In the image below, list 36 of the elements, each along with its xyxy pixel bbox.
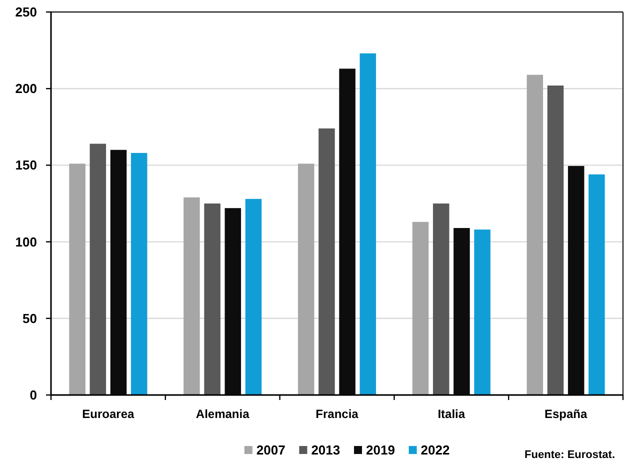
legend-label: 2022 xyxy=(420,442,450,458)
bar xyxy=(526,74,544,395)
bar xyxy=(318,128,335,395)
bar xyxy=(474,230,490,395)
legend-label: 2019 xyxy=(366,442,395,458)
source-note: Fuente: Eurostat. xyxy=(524,449,615,461)
x-tick-label: Alemania xyxy=(196,407,250,421)
bar xyxy=(245,198,262,395)
bar xyxy=(360,53,376,395)
y-tick-label: 50 xyxy=(22,310,37,326)
bar xyxy=(568,166,584,395)
legend-label: 2007 xyxy=(256,442,286,458)
x-tick-label: España xyxy=(544,407,588,421)
y-tick-label: 0 xyxy=(30,388,37,402)
bar xyxy=(339,68,356,395)
y-tick-label: 100 xyxy=(15,234,37,250)
x-tick-label: Euroarea xyxy=(82,407,135,421)
bar xyxy=(432,204,450,395)
y-tick-label: 150 xyxy=(15,158,37,173)
bar xyxy=(454,228,470,395)
bar xyxy=(412,222,429,395)
x-tick-label: Francia xyxy=(316,407,359,421)
bar xyxy=(130,152,148,395)
bar xyxy=(224,208,242,395)
y-tick-label: 200 xyxy=(15,81,37,96)
bar xyxy=(204,204,220,395)
bar xyxy=(588,174,605,395)
bar xyxy=(298,164,314,395)
x-tick-label: Italia xyxy=(438,407,466,421)
bar xyxy=(184,197,200,395)
legend-label: 2013 xyxy=(311,442,340,458)
bar xyxy=(69,164,86,395)
y-tick-label: 250 xyxy=(15,4,37,20)
bar xyxy=(90,144,106,395)
bar xyxy=(110,150,127,395)
bar xyxy=(547,86,564,395)
